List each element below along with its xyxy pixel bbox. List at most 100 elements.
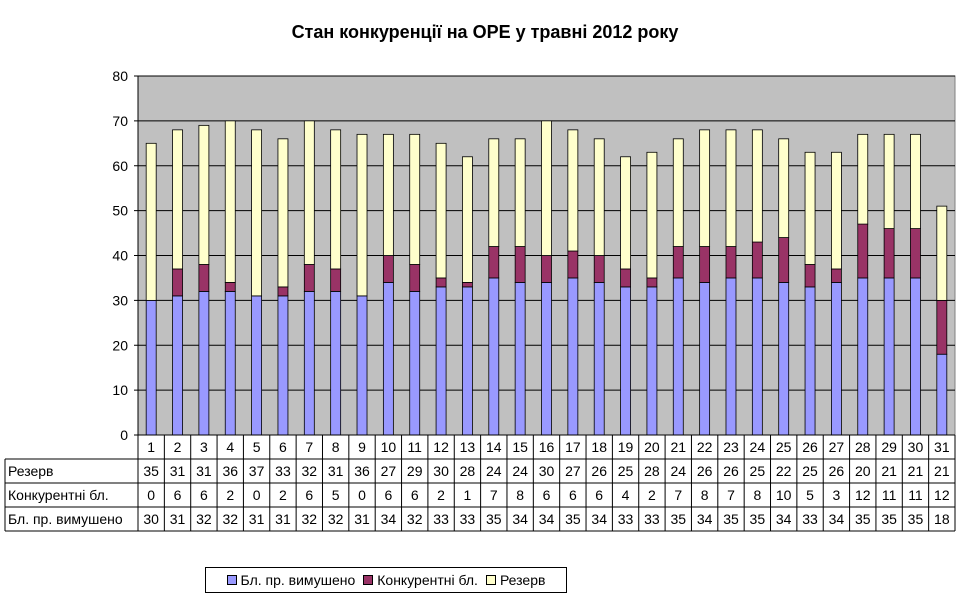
table-cell-value: 3 bbox=[833, 487, 841, 503]
x-category-label: 10 bbox=[381, 439, 397, 455]
bar-segment bbox=[831, 268, 842, 283]
bar-segment bbox=[198, 264, 210, 292]
x-category-label: 11 bbox=[407, 439, 422, 455]
table-cell-value: 6 bbox=[174, 487, 182, 503]
x-category-label: 8 bbox=[332, 439, 340, 455]
table-cell-value: 2 bbox=[226, 487, 234, 503]
bar-segment bbox=[857, 223, 869, 279]
bar-segment bbox=[778, 282, 790, 436]
bar-segment bbox=[514, 246, 526, 283]
table-cell-value: 31 bbox=[170, 463, 186, 479]
x-category-label: 18 bbox=[591, 439, 607, 455]
table-cell-value: 25 bbox=[750, 463, 766, 479]
bar-segment bbox=[936, 299, 948, 355]
bar-segment bbox=[541, 255, 552, 283]
bar-segment bbox=[804, 286, 816, 436]
table-cell-value: 1 bbox=[464, 487, 472, 503]
x-category-label: 14 bbox=[486, 439, 502, 455]
bar-segment bbox=[303, 264, 315, 292]
bar-segment bbox=[857, 133, 869, 225]
bar-segment bbox=[883, 277, 895, 436]
legend-label-reserve: Резерв bbox=[499, 572, 546, 588]
bar-segment bbox=[725, 277, 737, 436]
table-cell-value: 27 bbox=[381, 463, 397, 479]
bar-segment bbox=[751, 277, 763, 436]
bar-segment bbox=[699, 129, 711, 247]
bar-segment bbox=[488, 138, 500, 247]
x-category-label: 5 bbox=[253, 439, 261, 455]
table-cell-value: 32 bbox=[302, 463, 318, 479]
bar-segment bbox=[224, 282, 236, 292]
bar-segment bbox=[277, 295, 289, 436]
bar-segment bbox=[593, 138, 605, 256]
table-cell-value: 8 bbox=[753, 487, 761, 503]
bar-segment bbox=[224, 290, 236, 436]
table-row-label: Резерв bbox=[8, 463, 53, 479]
bar-segment bbox=[672, 138, 684, 247]
x-category-label: 3 bbox=[200, 439, 208, 455]
bar-segment bbox=[382, 282, 394, 436]
table-cell-value: 21 bbox=[881, 463, 897, 479]
bar-segment bbox=[251, 295, 262, 436]
table-cell-value: 21 bbox=[908, 463, 924, 479]
table-cell-value: 25 bbox=[802, 463, 818, 479]
bar-segment bbox=[462, 286, 473, 436]
bar-segment bbox=[804, 151, 816, 265]
bar-segment bbox=[593, 282, 605, 436]
table-cell-value: 18 bbox=[934, 511, 950, 527]
table-cell-value: 35 bbox=[486, 511, 502, 527]
bar-segment bbox=[620, 286, 631, 436]
bar-segment bbox=[593, 255, 605, 283]
bar-segment bbox=[646, 277, 658, 288]
bar-segment bbox=[751, 241, 763, 279]
bar-segment bbox=[778, 237, 790, 283]
bar-segment bbox=[435, 277, 447, 288]
bar-segment bbox=[277, 138, 289, 288]
legend-swatch-forced bbox=[226, 575, 237, 585]
bar-segment bbox=[857, 277, 869, 436]
table-cell-value: 0 bbox=[358, 487, 366, 503]
bar-segment bbox=[303, 290, 315, 436]
x-category-label: 26 bbox=[802, 439, 818, 455]
table-cell-value: 7 bbox=[490, 487, 498, 503]
x-category-label: 12 bbox=[433, 439, 449, 455]
bar-segment bbox=[831, 151, 842, 270]
table-cell-value: 31 bbox=[328, 463, 344, 479]
table-cell-value: 5 bbox=[806, 487, 814, 503]
bar-segment bbox=[620, 156, 631, 270]
x-category-label: 24 bbox=[750, 439, 766, 455]
table-cell-value: 33 bbox=[275, 463, 291, 479]
bar-segment bbox=[751, 129, 763, 243]
x-category-label: 21 bbox=[670, 439, 686, 455]
bar-segment bbox=[409, 133, 421, 265]
table-cell-value: 7 bbox=[674, 487, 682, 503]
bar-segment bbox=[435, 286, 447, 436]
table-cell-value: 5 bbox=[332, 487, 340, 503]
table-cell-value: 2 bbox=[648, 487, 656, 503]
bar-segment bbox=[541, 120, 552, 256]
bar-segment bbox=[198, 290, 210, 436]
bar-segment bbox=[514, 138, 526, 247]
bar-segment bbox=[462, 156, 473, 283]
bar-segment bbox=[435, 142, 447, 279]
table-cell-value: 33 bbox=[802, 511, 818, 527]
table-cell-value: 31 bbox=[354, 511, 370, 527]
legend: Бл. пр. вимушено Конкурентні бл. Резерв bbox=[205, 567, 567, 593]
bar-segment bbox=[382, 133, 394, 256]
y-tick-label: 60 bbox=[112, 158, 128, 174]
table-cell-value: 6 bbox=[384, 487, 392, 503]
bar-segment bbox=[910, 228, 921, 279]
x-category-label: 9 bbox=[358, 439, 366, 455]
x-category-label: 1 bbox=[147, 439, 155, 455]
bar-segment bbox=[356, 295, 368, 436]
bar-segment bbox=[277, 286, 289, 297]
table-cell-value: 30 bbox=[433, 463, 449, 479]
table-cell-value: 6 bbox=[595, 487, 603, 503]
bar-segment bbox=[778, 138, 790, 238]
x-category-label: 22 bbox=[697, 439, 713, 455]
table-cell-value: 10 bbox=[776, 487, 792, 503]
x-category-label: 25 bbox=[776, 439, 792, 455]
bar-segment bbox=[567, 277, 579, 436]
x-category-label: 28 bbox=[855, 439, 871, 455]
